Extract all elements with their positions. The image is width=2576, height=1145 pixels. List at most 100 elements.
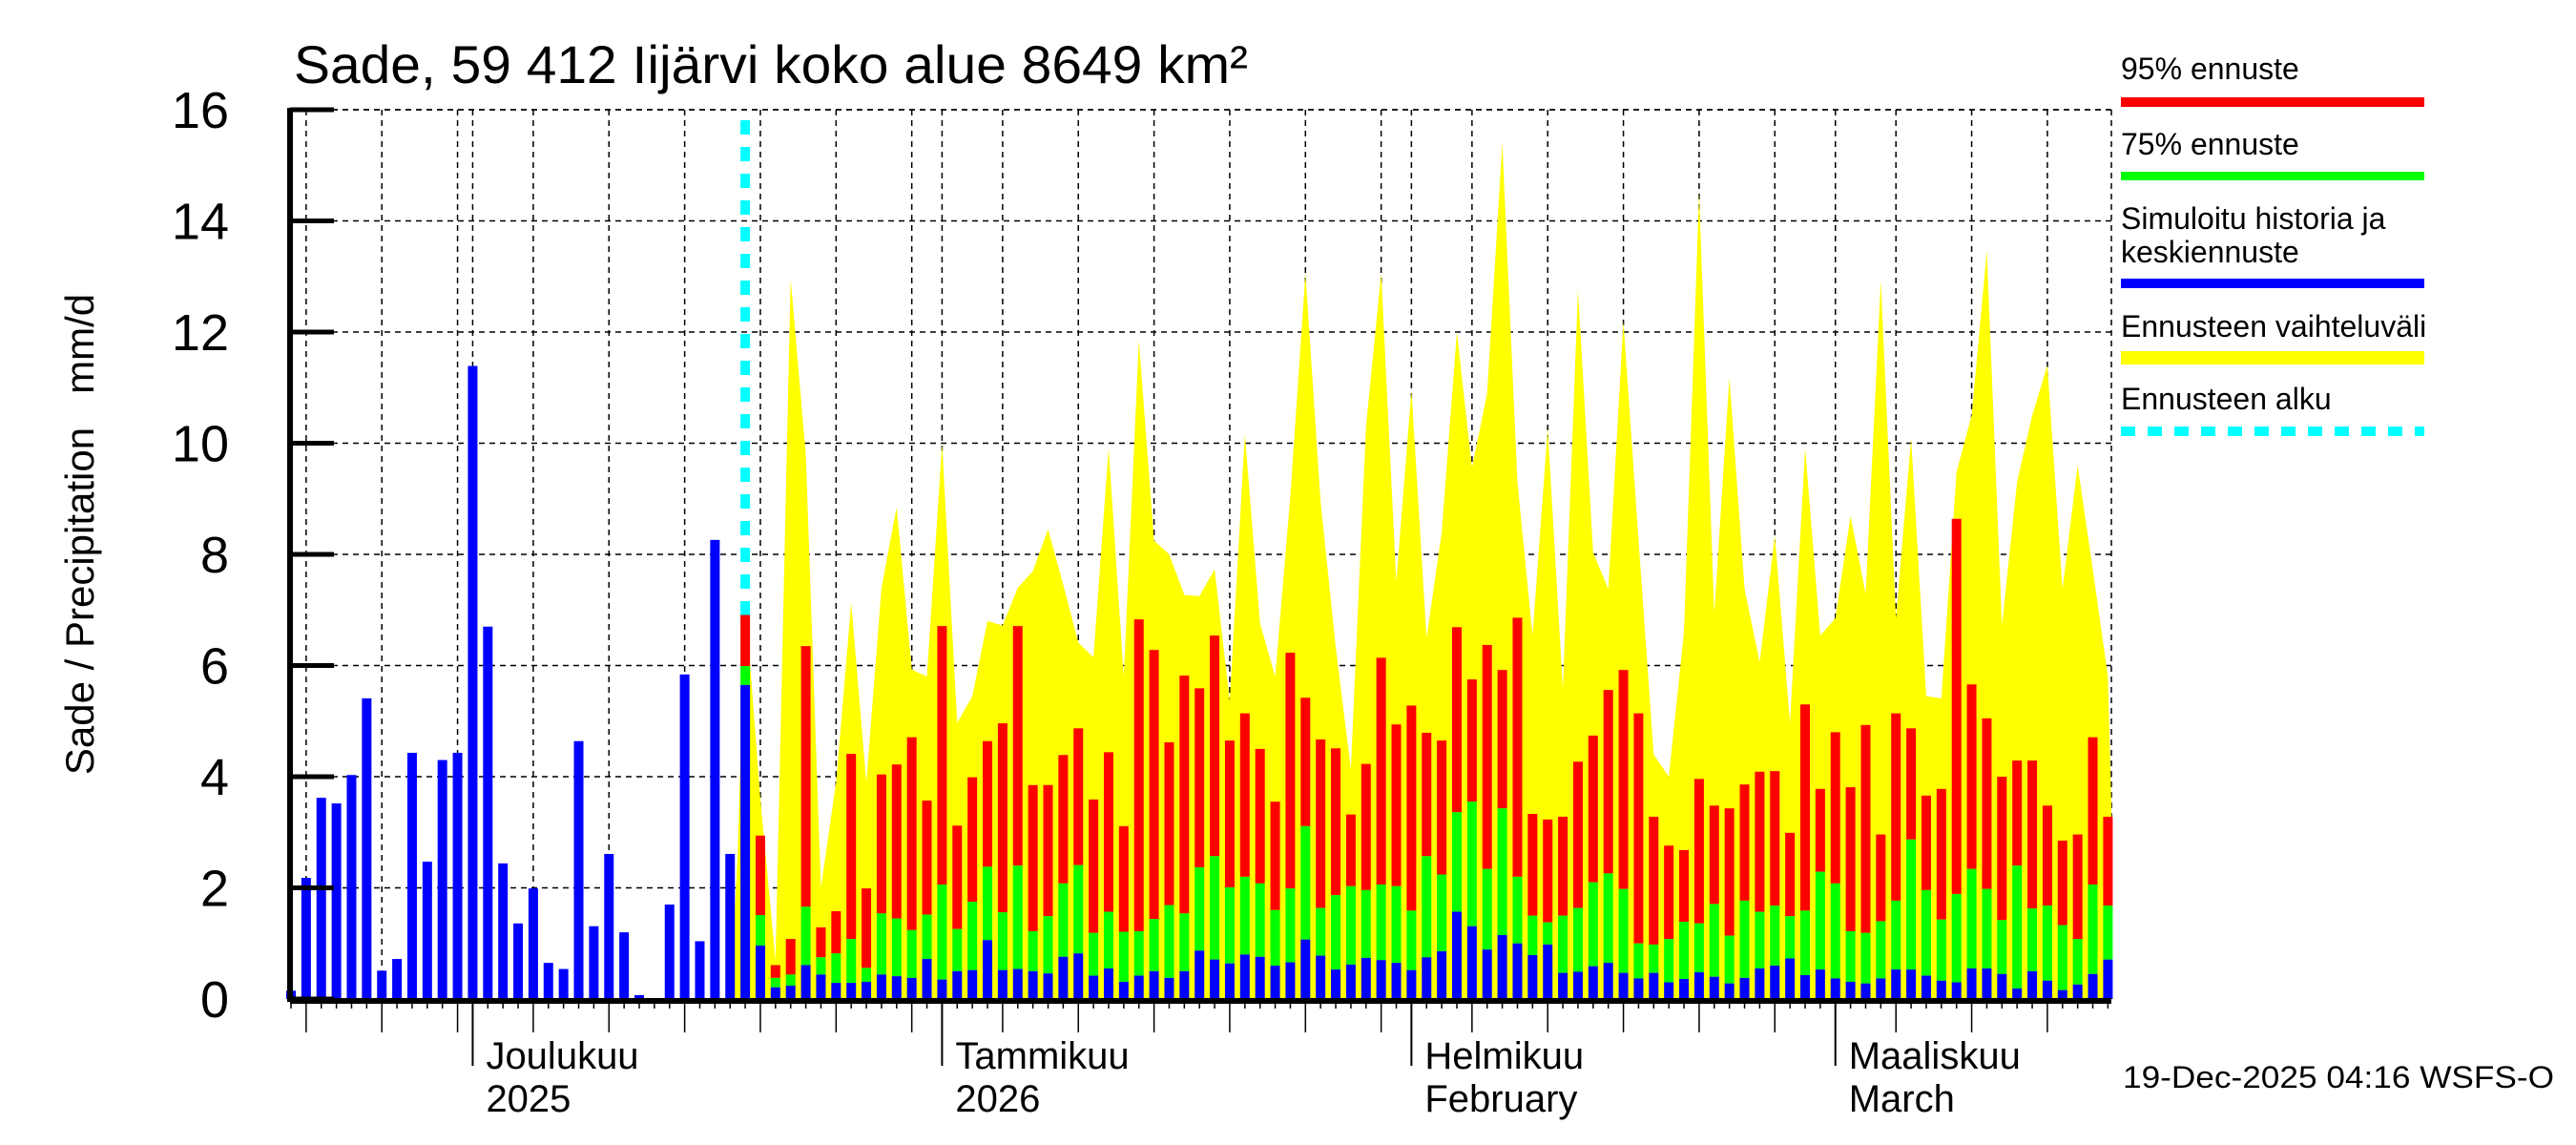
mean-bar <box>1089 975 1099 999</box>
p75-bar <box>1028 930 1038 971</box>
mean-bar <box>1376 960 1386 999</box>
p95-bar <box>1406 705 1417 911</box>
history-bar <box>377 970 387 999</box>
p75-bar <box>1103 911 1113 968</box>
mean-bar <box>1785 958 1796 999</box>
mean-bar <box>1800 974 1810 999</box>
mean-bar <box>2012 988 2023 999</box>
p95-bar <box>1845 787 1856 931</box>
mean-bar <box>1316 955 1326 999</box>
mean-bar <box>1285 962 1296 999</box>
p75-bar <box>785 974 796 987</box>
mean-bar <box>1058 956 1069 999</box>
p75-bar <box>997 912 1008 970</box>
p75-bar <box>1391 885 1402 964</box>
legend-label-history-1: Simuloitu historia ja <box>2121 201 2386 236</box>
mean-bar <box>1966 968 1977 999</box>
history-bar <box>543 963 553 999</box>
mean-bar <box>1224 963 1235 999</box>
mean-bar <box>1361 957 1371 999</box>
mean-bar <box>2088 973 2098 999</box>
p75-bar <box>1316 907 1326 956</box>
p75-bar <box>831 953 841 984</box>
month-sublabel: February <box>1424 1078 1577 1120</box>
mean-bar <box>2057 989 2067 999</box>
mean-bar <box>1345 964 1356 999</box>
mean-bar <box>997 969 1008 999</box>
p75-bar <box>1482 868 1492 950</box>
history-bar <box>331 802 342 999</box>
p95-bar <box>1558 816 1568 916</box>
p75-bar <box>1089 932 1099 976</box>
mean-bar <box>1664 982 1674 999</box>
mean-bar <box>816 974 826 999</box>
p95-bar <box>1664 845 1674 940</box>
p75-bar <box>2012 865 2023 989</box>
history-bar <box>710 539 720 999</box>
p95-bar <box>1512 617 1523 877</box>
p75-bar <box>891 918 902 977</box>
p95-bar <box>937 626 947 885</box>
history-bar <box>573 740 584 999</box>
legend-swatch-history <box>2121 279 2424 288</box>
mean-bar <box>1210 959 1220 999</box>
p95-bar <box>1437 740 1447 875</box>
p75-bar <box>1210 856 1220 960</box>
mean-bar <box>1951 982 1962 999</box>
p95-bar <box>983 740 993 867</box>
mean-bar <box>2103 959 2113 999</box>
p95-bar <box>1830 732 1840 884</box>
legend-label-forecast-start: Ennusteen alku <box>2121 382 2332 416</box>
p75-bar <box>1633 943 1644 979</box>
mean-bar <box>1679 979 1690 999</box>
p95-bar <box>1255 748 1265 884</box>
y-tick-label: 12 <box>172 304 229 362</box>
p95-bar <box>846 754 857 940</box>
p75-bar <box>937 885 947 980</box>
p75-bar <box>1649 944 1659 973</box>
p95-bar <box>2042 805 2052 906</box>
legend-label-range: Ennusteen vaihteluväli <box>2121 309 2426 344</box>
p75-bar <box>983 866 993 941</box>
p95-bar <box>1210 635 1220 857</box>
history-bar <box>316 798 326 999</box>
p95-bar <box>1179 675 1190 914</box>
p95-bar <box>1028 784 1038 931</box>
p95-bar <box>1755 771 1765 912</box>
p95-bar <box>1921 795 1931 890</box>
p75-bar <box>1982 888 1992 968</box>
p75-bar <box>1785 916 1796 959</box>
p75-bar <box>1466 802 1477 926</box>
p75-bar <box>1285 888 1296 963</box>
p75-bar <box>1770 906 1780 967</box>
p95-bar <box>1709 805 1719 905</box>
p95-bar <box>1316 739 1326 908</box>
p95-bar <box>891 764 902 919</box>
p95-bar <box>770 965 780 978</box>
p75-bar <box>1618 888 1629 973</box>
mean-bar <box>1588 966 1598 999</box>
p75-bar <box>1512 876 1523 944</box>
p75-bar <box>1891 900 1901 970</box>
mean-bar <box>846 983 857 999</box>
p75-bar <box>770 977 780 988</box>
p95-bar <box>740 614 751 667</box>
p95-bar <box>2103 816 2113 906</box>
mean-bar <box>1572 971 1583 999</box>
p75-bar <box>1936 919 1946 981</box>
p75-bar <box>1709 904 1719 977</box>
history-bar <box>452 752 463 999</box>
history-bar <box>679 674 690 999</box>
p75-bar <box>1345 885 1356 965</box>
axes <box>287 107 2111 1066</box>
p75-bar <box>1572 907 1583 972</box>
mean-bar <box>1451 911 1462 999</box>
p95-bar <box>1133 619 1144 931</box>
p95-bar <box>1089 799 1099 933</box>
mean-bar <box>1543 944 1553 999</box>
legend-swatch-95 <box>2121 97 2424 107</box>
mean-bar <box>1422 957 1432 999</box>
p95-bar <box>800 646 811 907</box>
